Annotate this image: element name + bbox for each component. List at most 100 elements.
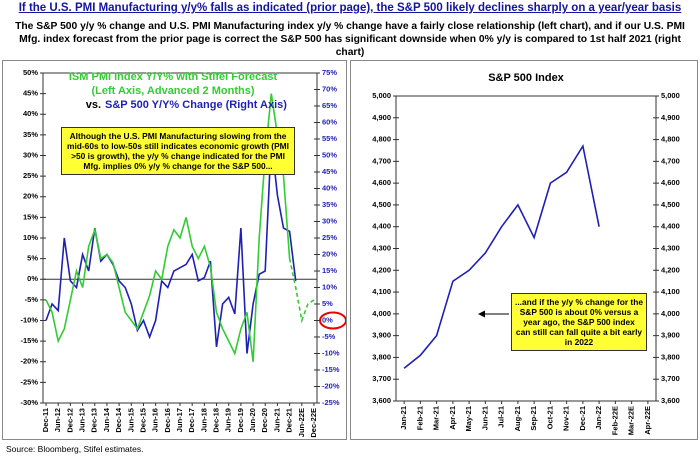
- y-tick-label: 35%: [23, 130, 38, 139]
- annotation: ...and if the y/y % change for the S&P 5…: [511, 293, 647, 351]
- y-tick-label: 30%: [23, 150, 38, 159]
- y-tick-label: 0%: [27, 274, 38, 283]
- y-tick-label: -15%: [322, 365, 340, 374]
- y-tick-label: 3,600: [661, 396, 680, 405]
- y-tick-label: 3,600: [372, 396, 391, 405]
- left-panel: Dec-22E Jun-22E Dec-21 Jun-21 Dec-20 Jun-20 De…: [2, 60, 347, 440]
- y-tick-label: 20%: [23, 192, 38, 201]
- x-tick-label: Dec-22E: [309, 408, 318, 438]
- chart-subtitle: (Left Axis, Advanced 2 Months): [92, 85, 255, 97]
- x-tick-label: Jun-22E: [297, 408, 306, 437]
- annotation: Although the U.S. PMI Manufacturing slow…: [61, 127, 295, 175]
- x-tick-label: Jun-21: [480, 406, 489, 430]
- y-tick-label: 4,700: [372, 156, 391, 165]
- y-tick-label: -20%: [20, 357, 38, 366]
- chart-title: ISM PMI Index Y/Y% with Stifel Forecast: [69, 71, 278, 83]
- y-tick-label: 40%: [23, 109, 38, 118]
- x-tick-label: Dec-21: [578, 406, 587, 431]
- x-tick-label: Dec-18: [212, 408, 221, 433]
- chart-title-2: S&P 500 Y/Y% Change (Right Axis): [105, 99, 287, 111]
- x-tick-label: Mar-22E: [627, 406, 636, 435]
- x-tick-label: Jan-22: [594, 406, 603, 430]
- y-tick-label: 30%: [322, 216, 337, 225]
- y-tick-label: 10%: [23, 233, 38, 242]
- y-tick-label: -5%: [322, 332, 336, 341]
- y-tick-label: -25%: [322, 398, 340, 407]
- x-tick-label: Dec-20: [260, 408, 269, 433]
- y-tick-label: 45%: [322, 167, 337, 176]
- y-tick-label: 3,900: [372, 331, 391, 340]
- x-tick-label: Sep-21: [529, 406, 538, 431]
- y-tick-label: 4,600: [372, 178, 391, 187]
- chart-title-prefix: vs.: [86, 99, 101, 111]
- x-tick-label: Jun-18: [199, 408, 208, 432]
- y-tick-label: 4,000: [661, 309, 680, 318]
- y-tick-label: 65%: [322, 101, 337, 110]
- y-tick-label: 4,100: [661, 287, 680, 296]
- right-panel: Apr-22E Mar-22E Feb-22E Jan-22 Dec-21 Nov-21 O…: [350, 60, 698, 440]
- x-tick-label: Dec-14: [114, 407, 123, 432]
- x-tick-label: Dec-16: [163, 408, 172, 433]
- x-tick-label: Jan-21: [399, 406, 408, 430]
- x-tick-label: Jun-14: [102, 407, 111, 432]
- x-tick-label: Jun-19: [224, 408, 233, 432]
- series-line: [403, 143, 600, 369]
- y-tick-label: 4,800: [661, 135, 680, 144]
- y-tick-label: 20%: [322, 249, 337, 258]
- x-tick-label: Mar-21: [432, 406, 441, 430]
- y-tick-label: 4,900: [661, 113, 680, 122]
- series-line: [45, 138, 297, 354]
- series-line: [288, 258, 315, 324]
- y-tick-label: 3,900: [661, 331, 680, 340]
- x-tick-label: Dec-13: [90, 408, 99, 433]
- y-tick-label: 4,800: [372, 135, 391, 144]
- y-tick-label: 4,500: [661, 200, 680, 209]
- y-tick-label: 55%: [322, 134, 337, 143]
- y-tick-label: -30%: [20, 398, 38, 407]
- y-tick-label: 5,000: [661, 91, 680, 100]
- y-tick-label: 50%: [23, 68, 38, 77]
- x-tick-label: Dec-15: [138, 408, 147, 433]
- y-tick-label: 5,000: [372, 91, 391, 100]
- x-tick-label: Feb-21: [415, 406, 424, 430]
- y-tick-label: 4,400: [372, 222, 391, 231]
- x-tick-label: Oct-21: [545, 406, 554, 429]
- x-tick-label: Feb-22E: [610, 406, 619, 435]
- y-tick-label: 15%: [23, 212, 38, 221]
- y-tick-label: 4,400: [661, 222, 680, 231]
- page-subtitle: The S&P 500 y/y % change and U.S. PMI Ma…: [15, 21, 685, 58]
- x-tick-label: Apr-21: [448, 406, 457, 430]
- y-tick-label: 15%: [322, 266, 337, 275]
- y-tick-label: 5%: [322, 299, 333, 308]
- y-tick-label: -10%: [20, 315, 38, 324]
- y-tick-label: 4,100: [372, 287, 391, 296]
- x-tick-label: Jun-15: [126, 408, 135, 432]
- y-tick-label: 3,800: [372, 352, 391, 361]
- x-tick-label: Jun-12: [53, 408, 62, 432]
- y-tick-label: 0%: [322, 315, 333, 324]
- x-tick-label: Dec-21: [285, 408, 294, 433]
- x-tick-label: Jun-13: [78, 408, 87, 432]
- y-tick-label: 75%: [322, 68, 337, 77]
- x-tick-label: Dec-12: [65, 408, 74, 433]
- y-tick-label: -10%: [322, 348, 340, 357]
- series-line: [45, 93, 291, 362]
- x-tick-label: Jul-21: [497, 406, 506, 428]
- x-tick-label: May-21: [464, 406, 473, 431]
- x-tick-label: Jun-20: [248, 408, 257, 432]
- x-tick-label: Aug-21: [513, 406, 522, 431]
- y-tick-label: 10%: [322, 282, 337, 291]
- x-tick-label: Dec-17: [187, 408, 196, 433]
- y-tick-label: -25%: [20, 377, 38, 386]
- x-tick-label: Dec-11: [41, 408, 50, 432]
- y-tick-label: 60%: [322, 117, 337, 126]
- y-tick-label: 70%: [322, 84, 337, 93]
- y-tick-label: 5%: [27, 254, 38, 263]
- x-tick-label: Dec-19: [236, 408, 245, 433]
- y-tick-label: -15%: [20, 336, 38, 345]
- x-tick-label: Jun-16: [151, 408, 160, 432]
- page-title: If the U.S. PMI Manufacturing y/y% falls…: [18, 2, 682, 14]
- y-tick-label: 25%: [23, 171, 38, 180]
- y-tick-label: -5%: [25, 295, 39, 304]
